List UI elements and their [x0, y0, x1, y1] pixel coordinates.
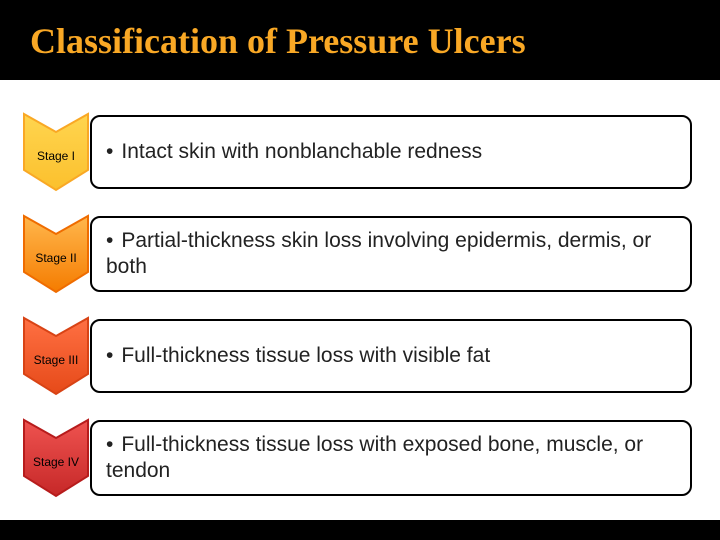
stage-chevron-3: Stage III: [20, 314, 92, 398]
stage-label: Stage III: [34, 353, 79, 367]
stage-row: Stage II •Partial-thickness skin loss in…: [20, 212, 692, 296]
stage-label: Stage IV: [33, 455, 79, 469]
stage-description: •Full-thickness tissue loss with exposed…: [106, 432, 676, 485]
page-title: Classification of Pressure Ulcers: [0, 0, 720, 80]
stage-description-box: •Full-thickness tissue loss with exposed…: [90, 420, 692, 497]
stage-description-box: •Partial-thickness skin loss involving e…: [90, 216, 692, 293]
stage-row: Stage IV •Full-thickness tissue loss wit…: [20, 416, 692, 500]
stage-label: Stage II: [35, 251, 76, 265]
stage-chevron-4: Stage IV: [20, 416, 92, 500]
stage-chevron-1: Stage I: [20, 110, 92, 194]
stage-description: •Partial-thickness skin loss involving e…: [106, 228, 676, 281]
stages-container: Stage I •Intact skin with nonblanchable …: [0, 80, 720, 520]
stage-row: Stage I •Intact skin with nonblanchable …: [20, 110, 692, 194]
stage-chevron-2: Stage II: [20, 212, 92, 296]
stage-description: •Full-thickness tissue loss with visible…: [106, 343, 490, 369]
stage-row: Stage III •Full-thickness tissue loss wi…: [20, 314, 692, 398]
stage-label: Stage I: [37, 149, 75, 163]
stage-description-box: •Full-thickness tissue loss with visible…: [90, 319, 692, 393]
stage-description-box: •Intact skin with nonblanchable redness: [90, 115, 692, 189]
stage-description: •Intact skin with nonblanchable redness: [106, 139, 482, 165]
